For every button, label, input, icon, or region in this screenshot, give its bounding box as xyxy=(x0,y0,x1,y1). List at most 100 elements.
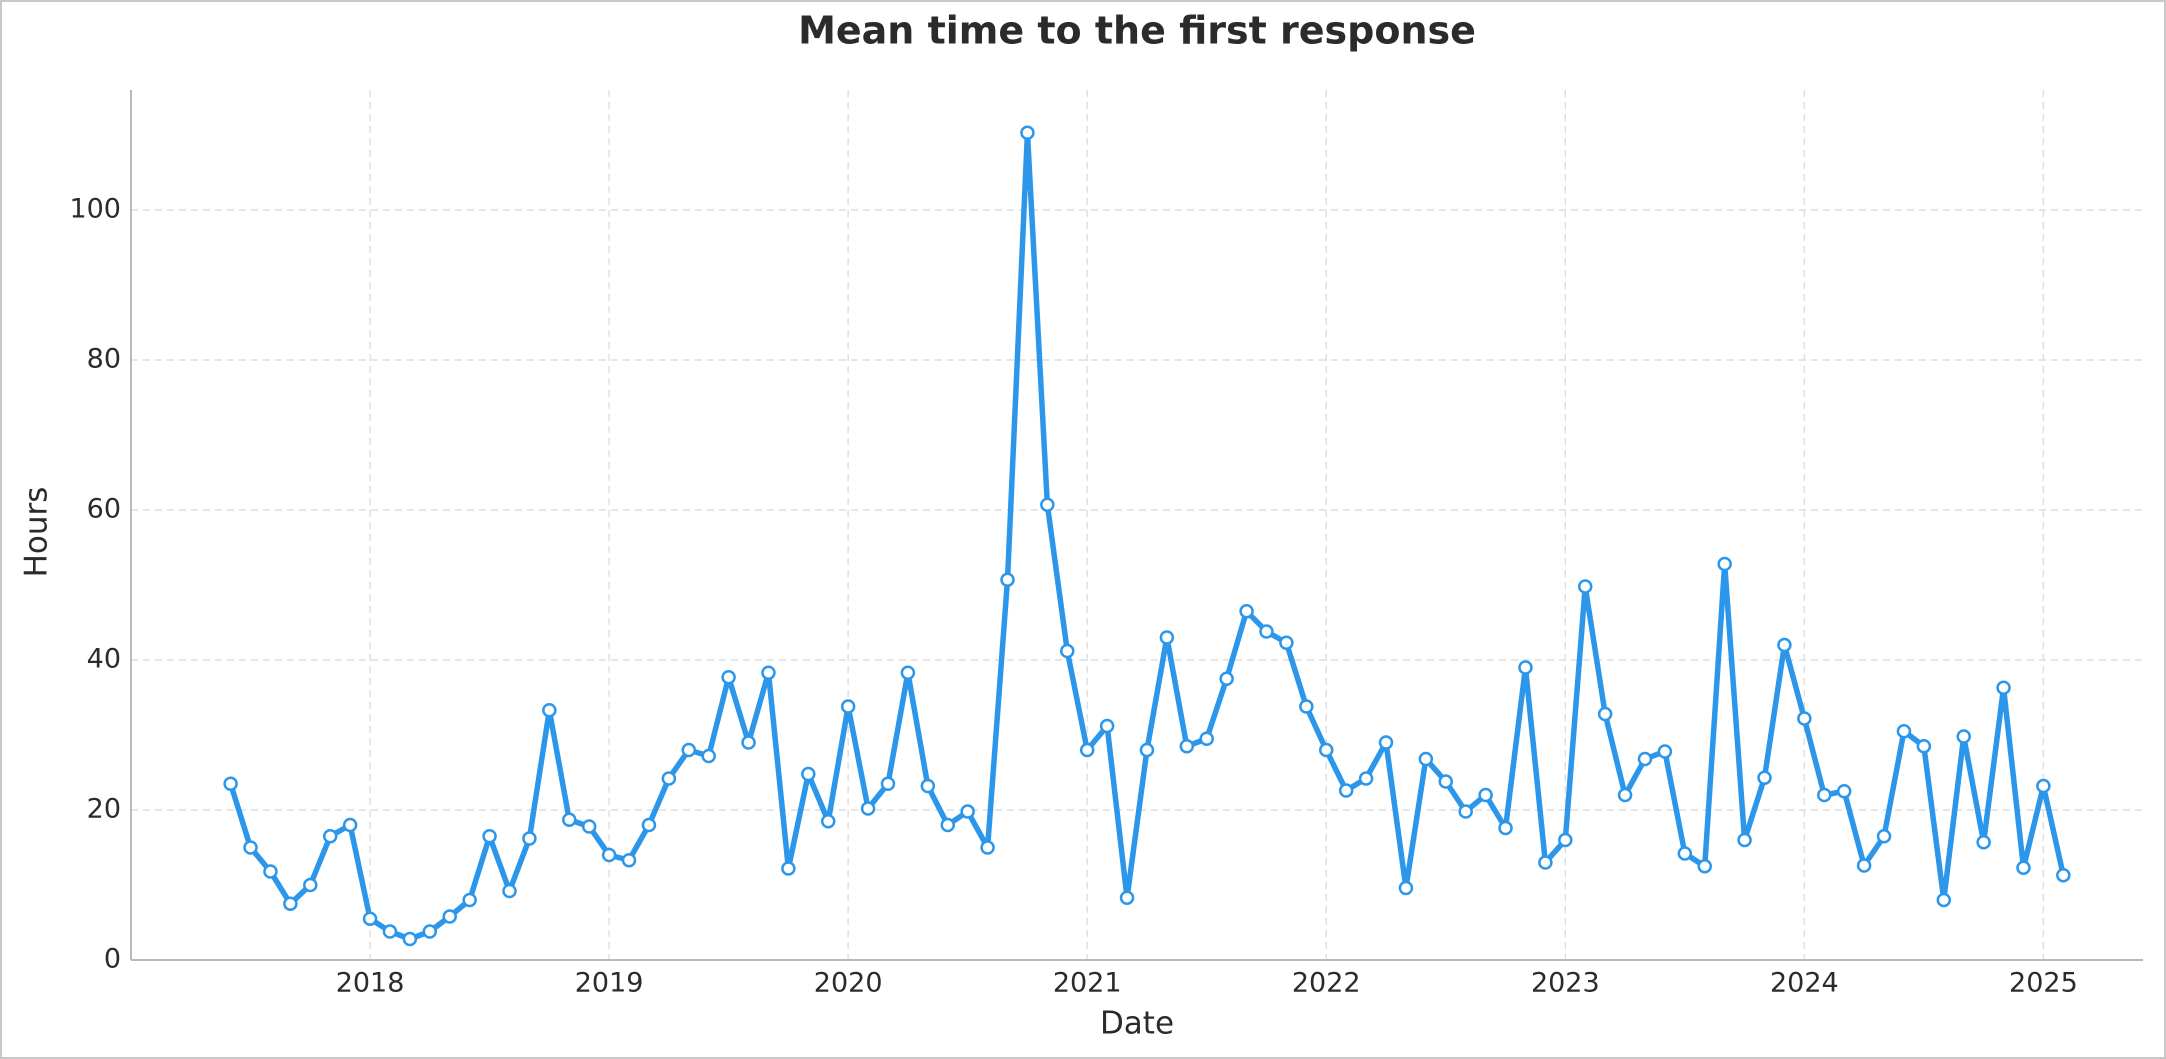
data-point xyxy=(661,771,677,786)
data-point xyxy=(1737,832,1752,848)
data-point xyxy=(860,801,876,816)
data-point xyxy=(1079,742,1095,758)
plot-area xyxy=(223,125,2071,947)
data-point xyxy=(721,670,736,685)
data-point xyxy=(1299,699,1314,714)
data-point xyxy=(1179,739,1195,754)
data-point xyxy=(482,829,497,844)
y-tick-label: 60 xyxy=(87,494,121,525)
data-point xyxy=(1817,787,1832,803)
data-point xyxy=(442,909,457,924)
data-point xyxy=(1916,739,1932,754)
data-point xyxy=(1159,630,1175,645)
x-tick-label: 2024 xyxy=(1770,968,1839,999)
data-point xyxy=(880,776,896,791)
data-point xyxy=(940,817,956,833)
y-tick-label: 0 xyxy=(104,944,121,975)
data-point xyxy=(1896,724,1912,739)
data-point xyxy=(303,877,318,893)
data-point xyxy=(2056,868,2071,883)
data-point xyxy=(1219,671,1234,686)
data-point xyxy=(621,853,637,868)
data-point xyxy=(1697,859,1712,874)
data-point xyxy=(1797,711,1812,726)
data-point xyxy=(243,840,258,855)
data-point xyxy=(1458,804,1473,819)
data-point xyxy=(1936,892,1952,908)
data-point xyxy=(263,864,278,879)
data-point xyxy=(641,817,657,833)
data-point xyxy=(1040,497,1055,512)
data-point xyxy=(781,861,796,876)
data-point xyxy=(502,883,517,899)
data-point xyxy=(1318,742,1334,758)
data-point xyxy=(1199,731,1214,746)
data-point xyxy=(1259,624,1274,639)
y-tick-label: 20 xyxy=(87,794,121,825)
data-point xyxy=(1657,744,1673,759)
data-point xyxy=(1139,742,1155,758)
data-point xyxy=(1976,835,1991,850)
data-point xyxy=(1418,751,1434,767)
data-point xyxy=(1398,880,1414,896)
data-point xyxy=(681,742,697,758)
x-axis-label: Date xyxy=(1100,1006,1174,1042)
chart-title: Mean time to the first response xyxy=(798,9,1476,53)
data-point xyxy=(1577,579,1593,594)
data-point xyxy=(820,814,836,829)
data-point xyxy=(1856,858,1872,873)
x-tick-label: 2021 xyxy=(1053,968,1122,999)
data-point xyxy=(840,699,856,714)
data-point xyxy=(2036,778,2051,794)
data-point xyxy=(1836,784,1852,799)
x-tick-label: 2022 xyxy=(1292,968,1361,999)
data-point xyxy=(362,911,378,926)
data-point xyxy=(1498,820,1513,836)
data-point xyxy=(1876,829,1892,844)
data-point xyxy=(342,817,358,833)
data-point xyxy=(542,703,557,718)
data-point xyxy=(801,766,816,782)
data-point xyxy=(1020,125,1035,140)
data-point xyxy=(1358,771,1374,786)
data-point xyxy=(1119,890,1135,905)
data-point xyxy=(402,931,418,947)
data-point xyxy=(1518,660,1533,675)
data-point xyxy=(562,812,577,827)
y-tick-label: 40 xyxy=(87,644,121,675)
data-point xyxy=(1099,718,1115,734)
data-point xyxy=(1378,735,1394,750)
data-point xyxy=(1996,680,2011,695)
data-point xyxy=(701,748,716,764)
data-point xyxy=(1000,572,1015,587)
data-point xyxy=(382,924,398,939)
data-point xyxy=(761,665,776,680)
data-point xyxy=(581,819,597,834)
x-tick-label: 2020 xyxy=(814,968,883,999)
data-point xyxy=(741,735,756,750)
data-point xyxy=(1558,832,1573,848)
data-point xyxy=(1060,643,1075,659)
data-point xyxy=(283,896,298,911)
y-axis-label: Hours xyxy=(19,487,55,578)
x-tick-label: 2018 xyxy=(336,968,405,999)
y-tick-label: 100 xyxy=(69,194,121,225)
data-point xyxy=(920,778,936,794)
grid: 0 20 40 60 80 100 2018 2019 2020 2021 2022 2023 2024… xyxy=(69,90,2143,999)
data-point xyxy=(960,804,975,819)
data-point xyxy=(1637,751,1653,767)
data-point xyxy=(1956,729,1971,744)
y-tick-label: 80 xyxy=(87,344,121,375)
data-point xyxy=(1338,783,1354,798)
data-point xyxy=(422,924,438,939)
data-point xyxy=(1677,846,1693,861)
data-point xyxy=(1478,787,1493,803)
x-tick-label: 2019 xyxy=(575,968,644,999)
data-point xyxy=(2016,860,2031,875)
data-point xyxy=(1757,770,1772,785)
data-point xyxy=(1617,787,1633,803)
data-point xyxy=(900,665,916,680)
